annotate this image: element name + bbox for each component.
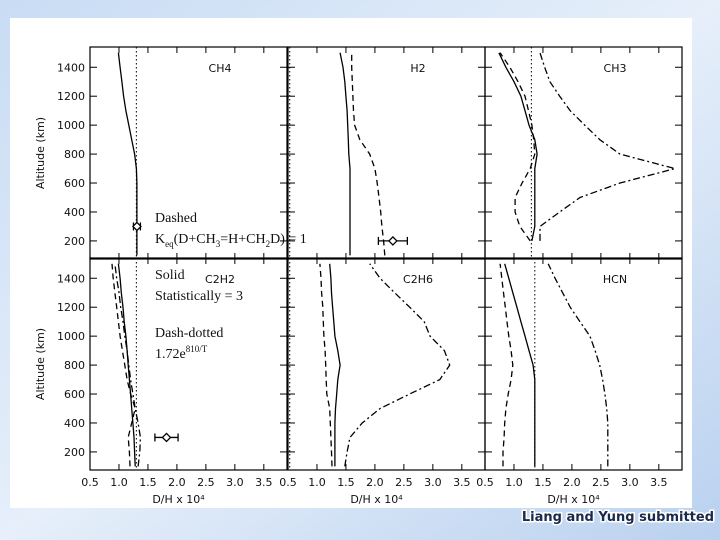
footer: Liang and Yung submitted: [522, 510, 714, 525]
panel-title: CH3: [604, 62, 627, 75]
annotation-part: =H+CH: [220, 232, 265, 247]
annotation-part: eq: [165, 239, 174, 249]
x-tick-label: 0.5: [279, 476, 297, 489]
profile-line: [117, 263, 136, 467]
x-tick-label: 1.0: [505, 476, 523, 489]
x-tick-label: 2.0: [168, 476, 186, 489]
y-axis-label: Altitude (km): [34, 328, 47, 400]
panel-title: H2: [410, 62, 425, 75]
annotation-part: 3: [216, 239, 221, 249]
y-axis-label: Altitude (km): [34, 117, 47, 189]
y-tick-label: 600: [64, 388, 85, 401]
annotation-part: D) = 1: [270, 232, 307, 247]
profile-line: [351, 52, 386, 256]
x-tick-label: 1.5: [337, 476, 355, 489]
x-tick-label: 1.5: [139, 476, 157, 489]
y-tick-label: 400: [64, 417, 85, 430]
y-tick-label: 200: [64, 446, 85, 459]
x-tick-label: 3.0: [424, 476, 442, 489]
x-tick-label: 3.0: [226, 476, 244, 489]
panel-frame: [484, 46, 683, 260]
x-tick-label: 3.5: [255, 476, 273, 489]
x-axis-label: D/H x 10⁴: [350, 493, 403, 506]
figure-card: [10, 18, 692, 508]
y-tick-label: 400: [64, 206, 85, 219]
annotation-part: 2: [266, 239, 271, 249]
profile-line: [539, 52, 678, 241]
x-tick-label: 3.5: [453, 476, 471, 489]
y-tick-label: 800: [64, 148, 85, 161]
profile-line: [111, 263, 136, 467]
profile-line: [499, 263, 514, 467]
y-tick-label: 1200: [57, 301, 85, 314]
profile-line: [329, 263, 341, 467]
y-tick-label: 600: [64, 177, 85, 190]
annotation-part: K: [155, 232, 165, 247]
x-tick-label: 2.0: [366, 476, 384, 489]
annotation-part: (D+CH: [174, 232, 216, 247]
x-axis-label: D/H x 10⁴: [547, 493, 600, 506]
x-tick-label: 0.5: [476, 476, 494, 489]
panel-title: HCN: [603, 273, 627, 286]
plots: CH4 200 400 600 800 1000 1200 1400 Altitude (km)…: [34, 46, 683, 506]
x-tick-label: 3.5: [650, 476, 668, 489]
profile-line: [114, 263, 142, 467]
panel-title: C2H2: [205, 273, 235, 286]
profile-line: [499, 52, 536, 242]
annotation: Keq(D+CH3=H+CH2D) = 1: [155, 232, 307, 249]
x-tick-label: 3.0: [621, 476, 639, 489]
data-point: [387, 235, 398, 246]
profile-line: [319, 263, 333, 467]
data-point: [161, 432, 172, 443]
x-axis-label: D/H x 10⁴: [152, 493, 205, 506]
x-tick-label: 1.5: [534, 476, 552, 489]
panel-title: CH4: [209, 62, 232, 75]
y-tick-label: 800: [64, 359, 85, 372]
panel-frame: [89, 257, 288, 471]
annotation: 1.72e810/T: [155, 344, 208, 362]
annotation-part: 1.72e: [155, 347, 186, 362]
x-tick-label: 1.0: [110, 476, 128, 489]
profile-line: [339, 52, 351, 256]
profile-line: [547, 263, 609, 467]
panel-frame: [89, 46, 288, 260]
profile-line: [498, 52, 538, 242]
profile-line: [344, 263, 451, 467]
y-tick-label: 200: [64, 235, 85, 248]
x-tick-label: 2.0: [563, 476, 581, 489]
annotation: Statistically = 3: [155, 289, 243, 304]
y-tick-label: 1400: [57, 272, 85, 285]
annotation: Solid: [155, 268, 185, 283]
x-tick-label: 1.0: [308, 476, 326, 489]
profile-line: [504, 263, 536, 467]
y-tick-label: 1400: [57, 61, 85, 74]
data-point: [132, 221, 142, 232]
x-tick-label: 2.5: [395, 476, 413, 489]
annotation-part: 810/T: [186, 344, 208, 354]
annotation: Dashed: [155, 211, 197, 226]
annotation: Dash-dotted: [155, 326, 223, 341]
y-tick-label: 1000: [57, 330, 85, 343]
y-tick-label: 1000: [57, 119, 85, 132]
y-tick-label: 1200: [57, 90, 85, 103]
panel-title: C2H6: [403, 273, 433, 286]
x-tick-label: 2.5: [592, 476, 610, 489]
x-tick-label: 0.5: [81, 476, 99, 489]
panel-frame: [484, 257, 683, 471]
x-tick-label: 2.5: [197, 476, 215, 489]
